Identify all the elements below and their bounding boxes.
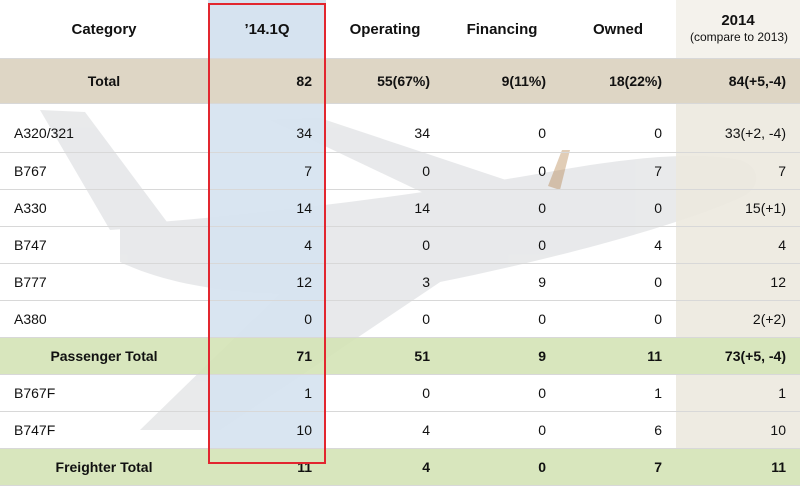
freighter-total-row: Freighter Total 11 4 0 7 11	[0, 448, 800, 486]
header-owned: Owned	[560, 0, 676, 59]
table-row: B747F 10 4 0 6 10	[0, 411, 800, 449]
owned-count: 0	[560, 114, 676, 153]
q1-count: 34	[208, 114, 326, 153]
freighter-total-operating: 4	[326, 448, 444, 486]
passenger-total-row: Passenger Total 71 51 9 11 73(+5, -4)	[0, 337, 800, 375]
owned-count: 0	[560, 263, 676, 301]
table-row: A320/321 34 34 0 0 33(+2, -4)	[0, 114, 800, 153]
table-row: B777 12 3 9 0 12	[0, 263, 800, 301]
operating-count: 0	[326, 152, 444, 190]
table-row: B747 4 0 0 4 4	[0, 226, 800, 264]
q1-count: 7	[208, 152, 326, 190]
financing-count: 9	[444, 263, 560, 301]
total-operating: 55(67%)	[326, 58, 444, 104]
table-row: B767 7 0 0 7 7	[0, 152, 800, 190]
operating-count: 4	[326, 411, 444, 449]
aircraft-type: B767F	[0, 374, 208, 412]
aircraft-type: B777	[0, 263, 208, 301]
passenger-total-operating: 51	[326, 337, 444, 375]
year-2014-count: 33(+2, -4)	[676, 114, 800, 153]
passenger-total-q1: 71	[208, 337, 326, 375]
header-2014: 2014 (compare to 2013)	[676, 0, 800, 59]
aircraft-type: A330	[0, 189, 208, 227]
header-operating: Operating	[326, 0, 444, 59]
aircraft-type: A380	[0, 300, 208, 338]
year-2014-count: 2(+2)	[676, 300, 800, 338]
freighter-total-owned: 7	[560, 448, 676, 486]
operating-count: 0	[326, 226, 444, 264]
total-q1: 82	[208, 58, 326, 104]
operating-count: 14	[326, 189, 444, 227]
passenger-total-2014: 73(+5, -4)	[676, 337, 800, 375]
table-row: A380 0 0 0 0 2(+2)	[0, 300, 800, 338]
q1-count: 0	[208, 300, 326, 338]
header-q1-2014: ’14.1Q	[208, 0, 326, 59]
aircraft-type: B767	[0, 152, 208, 190]
year-2014-count: 10	[676, 411, 800, 449]
total-financing: 9(11%)	[444, 58, 560, 104]
operating-count: 0	[326, 300, 444, 338]
table-row: B767F 1 0 0 1 1	[0, 374, 800, 412]
financing-count: 0	[444, 114, 560, 153]
owned-count: 1	[560, 374, 676, 412]
passenger-total-label: Passenger Total	[0, 337, 208, 375]
q1-count: 12	[208, 263, 326, 301]
aircraft-type: A320/321	[0, 114, 208, 153]
financing-count: 0	[444, 152, 560, 190]
owned-count: 6	[560, 411, 676, 449]
financing-count: 0	[444, 411, 560, 449]
operating-count: 3	[326, 263, 444, 301]
financing-count: 0	[444, 189, 560, 227]
q1-count: 4	[208, 226, 326, 264]
financing-count: 0	[444, 300, 560, 338]
freighter-total-label: Freighter Total	[0, 448, 208, 486]
financing-count: 0	[444, 374, 560, 412]
passenger-total-financing: 9	[444, 337, 560, 375]
total-row: Total 82 55(67%) 9(11%) 18(22%) 84(+5,-4…	[0, 58, 800, 104]
aircraft-type: B747F	[0, 411, 208, 449]
table-header: Category ’14.1Q Operating Financing Owne…	[0, 0, 800, 59]
total-label: Total	[0, 58, 208, 104]
total-owned: 18(22%)	[560, 58, 676, 104]
aircraft-type: B747	[0, 226, 208, 264]
header-2014-sublabel: (compare to 2013)	[690, 30, 789, 44]
table-row: A330 14 14 0 0 15(+1)	[0, 189, 800, 227]
header-financing: Financing	[444, 0, 560, 59]
freighter-total-q1: 11	[208, 448, 326, 486]
owned-count: 0	[560, 189, 676, 227]
freighter-total-2014: 11	[676, 448, 800, 486]
q1-count: 10	[208, 411, 326, 449]
q1-count: 1	[208, 374, 326, 412]
header-2014-label: 2014	[721, 12, 755, 29]
freighter-total-financing: 0	[444, 448, 560, 486]
financing-count: 0	[444, 226, 560, 264]
year-2014-count: 12	[676, 263, 800, 301]
total-2014: 84(+5,-4)	[676, 58, 800, 104]
spacer-row	[0, 103, 800, 114]
year-2014-count: 7	[676, 152, 800, 190]
owned-count: 0	[560, 300, 676, 338]
operating-count: 34	[326, 114, 444, 153]
year-2014-count: 4	[676, 226, 800, 264]
passenger-total-owned: 11	[560, 337, 676, 375]
owned-count: 4	[560, 226, 676, 264]
q1-count: 14	[208, 189, 326, 227]
header-category: Category	[0, 0, 208, 59]
operating-count: 0	[326, 374, 444, 412]
year-2014-count: 1	[676, 374, 800, 412]
year-2014-count: 15(+1)	[676, 189, 800, 227]
owned-count: 7	[560, 152, 676, 190]
